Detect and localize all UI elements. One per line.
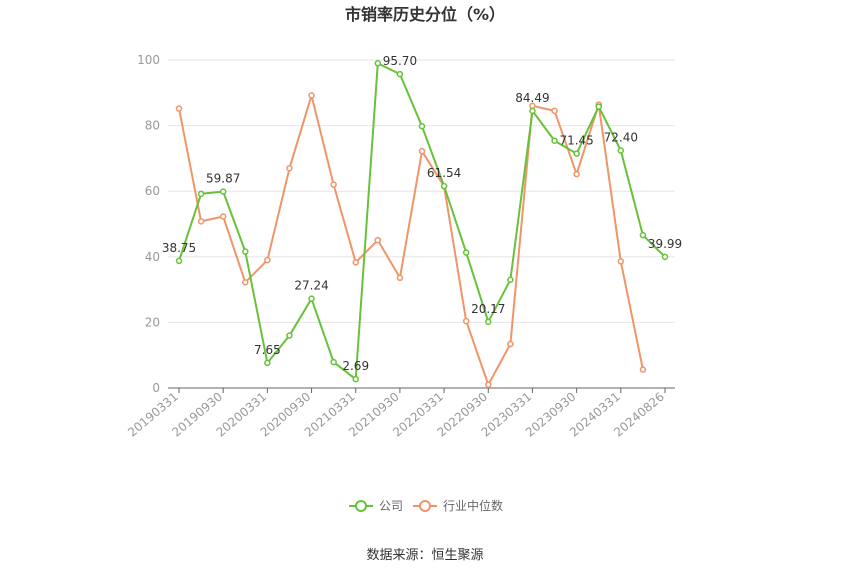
- data-point-company[interactable]: [308, 295, 315, 302]
- legend-label-industry: 行业中位数: [443, 498, 503, 513]
- data-point-company[interactable]: [551, 137, 558, 144]
- data-point-company[interactable]: [462, 249, 470, 256]
- data-point-company[interactable]: [573, 150, 580, 157]
- data-point-company[interactable]: [396, 70, 404, 78]
- data-point-company[interactable]: [197, 190, 205, 198]
- data-point-company[interactable]: [374, 60, 382, 67]
- data-point-company[interactable]: [661, 253, 669, 261]
- data-point-company[interactable]: [286, 332, 293, 339]
- data-point-industry[interactable]: [374, 236, 382, 244]
- data-point-industry[interactable]: [573, 170, 580, 178]
- data-label-company: 95.70: [383, 54, 417, 68]
- legend: 公司 行业中位数: [349, 498, 503, 513]
- chart-title: 市销率历史分位（%）: [345, 5, 505, 24]
- data-point-industry[interactable]: [219, 213, 227, 220]
- legend-label-company: 公司: [379, 499, 403, 513]
- data-point-industry[interactable]: [242, 279, 249, 286]
- data-point-company[interactable]: [485, 318, 492, 326]
- series-layer: [175, 60, 669, 388]
- y-tick-label: 40: [145, 250, 160, 264]
- data-label-company: 2.69: [342, 359, 369, 373]
- data-point-company[interactable]: [529, 107, 536, 115]
- data-point-company[interactable]: [352, 375, 359, 383]
- data-point-industry[interactable]: [418, 147, 426, 155]
- legend-item-company[interactable]: 公司: [349, 499, 403, 513]
- y-tick-label: 60: [145, 184, 160, 198]
- y-tick-label: 100: [137, 53, 160, 67]
- data-point-industry[interactable]: [286, 164, 293, 172]
- data-point-industry[interactable]: [551, 107, 558, 115]
- data-label-company: 59.87: [206, 172, 240, 186]
- label-layer: 38.75 59.87 7.65 27.24 2.69 95.70 61.54 20.17 84…: [162, 54, 682, 373]
- data-label-company: 20.17: [471, 302, 505, 316]
- data-point-industry[interactable]: [264, 256, 271, 264]
- data-point-company[interactable]: [175, 257, 183, 265]
- data-point-company[interactable]: [330, 358, 337, 366]
- data-point-industry[interactable]: [308, 92, 315, 99]
- data-label-company: 72.40: [604, 131, 638, 145]
- data-label-company: 61.54: [427, 166, 461, 180]
- data-point-industry[interactable]: [485, 381, 492, 388]
- data-label-company: 71.45: [559, 134, 593, 148]
- data-point-industry[interactable]: [175, 105, 183, 112]
- data-label-company: 7.65: [254, 343, 281, 357]
- series-line-industry: [178, 94, 644, 386]
- data-label-company: 38.75: [162, 241, 196, 255]
- data-point-company[interactable]: [264, 359, 271, 367]
- data-point-company[interactable]: [595, 103, 602, 110]
- legend-item-industry[interactable]: 行业中位数: [413, 498, 503, 513]
- axis-layer: 0204060801002019033120190930202003312020…: [125, 53, 675, 440]
- data-point-industry[interactable]: [197, 218, 205, 225]
- data-label-company: 27.24: [294, 279, 328, 293]
- data-point-industry[interactable]: [396, 274, 404, 282]
- data-point-industry[interactable]: [462, 317, 470, 325]
- legend-marker-company: [355, 500, 367, 512]
- data-point-company[interactable]: [507, 276, 514, 284]
- data-point-company[interactable]: [242, 248, 249, 255]
- data-point-industry[interactable]: [330, 181, 337, 188]
- data-label-company: 39.99: [648, 237, 682, 251]
- data-point-company[interactable]: [617, 147, 625, 154]
- data-point-industry[interactable]: [507, 340, 514, 348]
- data-point-industry[interactable]: [639, 366, 647, 373]
- data-point-company[interactable]: [440, 182, 448, 190]
- data-point-company[interactable]: [219, 188, 227, 195]
- y-tick-label: 0: [152, 381, 160, 395]
- data-point-industry[interactable]: [617, 258, 625, 265]
- legend-marker-industry: [419, 500, 431, 512]
- y-tick-label: 20: [145, 315, 160, 329]
- data-point-industry[interactable]: [352, 259, 359, 266]
- data-label-company: 84.49: [515, 91, 549, 105]
- y-tick-label: 80: [145, 119, 160, 133]
- series-line-company: [178, 62, 666, 381]
- data-point-company[interactable]: [418, 123, 426, 130]
- source-note: 数据来源：恒生聚源: [366, 548, 483, 563]
- data-point-company[interactable]: [639, 231, 647, 239]
